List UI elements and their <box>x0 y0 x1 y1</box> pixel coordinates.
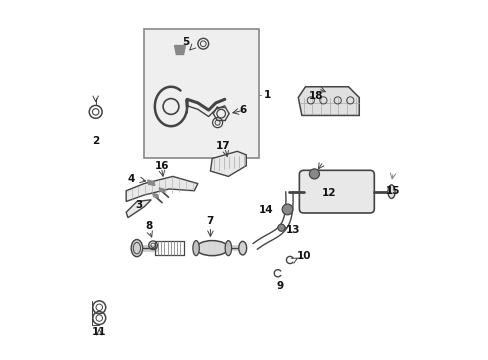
Text: 13: 13 <box>285 225 300 235</box>
Circle shape <box>309 169 319 179</box>
Text: 6: 6 <box>239 105 246 115</box>
Text: 10: 10 <box>297 251 311 261</box>
Bar <box>144 30 258 158</box>
Polygon shape <box>152 193 158 198</box>
Text: 1: 1 <box>264 90 271 100</box>
Ellipse shape <box>238 241 246 255</box>
Polygon shape <box>126 200 151 218</box>
Text: 18: 18 <box>308 91 323 101</box>
Polygon shape <box>147 180 155 185</box>
Circle shape <box>277 224 285 231</box>
Text: 14: 14 <box>258 206 273 216</box>
Text: 17: 17 <box>215 141 230 151</box>
Ellipse shape <box>192 240 199 256</box>
Polygon shape <box>126 176 198 202</box>
Ellipse shape <box>224 240 231 256</box>
Text: 16: 16 <box>155 161 169 171</box>
Text: 9: 9 <box>276 281 284 291</box>
Polygon shape <box>174 45 185 54</box>
Polygon shape <box>298 87 359 116</box>
Text: 4: 4 <box>127 174 135 184</box>
Text: 8: 8 <box>145 221 152 230</box>
Text: 5: 5 <box>182 37 188 47</box>
Ellipse shape <box>387 185 394 198</box>
Circle shape <box>282 204 292 215</box>
Ellipse shape <box>196 240 228 256</box>
Text: 7: 7 <box>206 216 214 226</box>
Ellipse shape <box>131 239 142 257</box>
Polygon shape <box>159 188 164 192</box>
Text: 2: 2 <box>92 136 99 145</box>
Text: 15: 15 <box>386 186 400 196</box>
Polygon shape <box>210 151 246 176</box>
Text: 3: 3 <box>135 200 142 210</box>
FancyBboxPatch shape <box>299 170 373 213</box>
Text: 11: 11 <box>92 327 106 337</box>
Text: 12: 12 <box>321 188 335 198</box>
